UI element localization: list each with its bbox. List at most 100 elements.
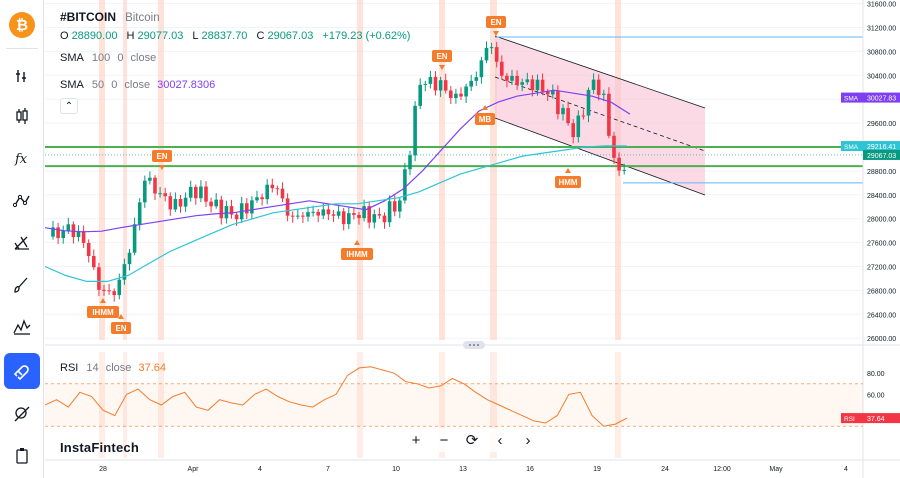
svg-text:fx: fx — [14, 152, 28, 167]
brush-button[interactable] — [4, 267, 40, 303]
sma100-source: close — [130, 52, 157, 64]
pattern-label: MB — [479, 115, 492, 124]
price-tick-label: 26000.00 — [867, 336, 896, 343]
candle-body — [183, 197, 188, 207]
sma100-legend[interactable]: SMA 100 0 close — [60, 52, 160, 64]
signal-band — [439, 0, 445, 340]
ohlc-legend: O 28890.00 H 29077.03 L 28837.70 C 29067.03 … — [60, 30, 416, 42]
pattern-label: EN — [436, 52, 447, 61]
price-badge-name: SMA — [844, 144, 859, 151]
bitcoin-logo[interactable]: ₿ — [4, 7, 40, 43]
candle-body — [617, 157, 621, 171]
magnet-button[interactable] — [4, 353, 40, 389]
sma50-legend[interactable]: SMA 50 0 close 30027.8306 — [60, 79, 215, 91]
close-value: 29067.03 — [267, 30, 314, 42]
reset-view-button[interactable]: ⟳ — [460, 428, 484, 452]
candle-body — [413, 105, 417, 156]
arrow-down-icon — [159, 165, 165, 170]
indicators-button[interactable]: fx — [4, 140, 40, 176]
price-badge — [841, 92, 900, 103]
rsi-tick-label: 60.00 — [867, 392, 885, 399]
price-tick-label: 28400.00 — [867, 193, 896, 200]
candle-body — [102, 289, 106, 291]
rsi-legend[interactable]: RSI 14 close 37.64 — [60, 362, 166, 374]
collapse-legend-button[interactable]: ⌃ — [60, 98, 78, 114]
pane-resize-handle[interactable] — [463, 341, 485, 349]
candle-body — [382, 215, 387, 223]
candle-body — [66, 224, 71, 231]
candle-body — [250, 200, 254, 214]
chart-type-button[interactable] — [4, 58, 40, 94]
candle-body — [377, 214, 382, 216]
candle-body — [362, 206, 366, 219]
drawing-tools-button[interactable] — [4, 183, 40, 219]
time-tick-label: 4 — [258, 466, 262, 473]
patterns-button[interactable] — [4, 309, 40, 345]
candle-body — [591, 79, 596, 90]
candle-body — [556, 90, 560, 115]
fx-indicators-icon: fx — [14, 152, 28, 167]
price-badge-value: 29067.03 — [867, 153, 896, 160]
price-tick-label: 28000.00 — [867, 217, 896, 224]
rsi-period: 14 — [86, 362, 99, 374]
hide-drawings-icon — [14, 406, 30, 422]
clipboard-icon — [16, 448, 28, 464]
time-tick-label: 10 — [392, 466, 400, 473]
zoom-in-button[interactable]: + — [404, 428, 428, 452]
rsi-name: RSI — [60, 362, 79, 374]
candle-body — [81, 231, 86, 243]
high-key: H — [126, 30, 135, 42]
sma50-source: close — [124, 79, 151, 91]
zoom-controls: + − ⟳ ‹ › — [404, 428, 540, 452]
signal-band — [123, 352, 127, 458]
candle-body — [602, 93, 606, 95]
signal-band — [615, 352, 621, 458]
candle-body — [290, 215, 295, 217]
candles-button[interactable] — [4, 98, 40, 134]
candle-body — [158, 193, 162, 195]
price-tick-label: 28800.00 — [867, 169, 896, 176]
hide-drawings-button[interactable] — [4, 396, 40, 432]
candle-body — [224, 206, 229, 219]
pattern-label: HMM — [558, 178, 577, 187]
candle-body — [56, 227, 60, 239]
chart-type-icon — [16, 70, 26, 82]
price-tick-label: 29600.00 — [867, 121, 896, 128]
signal-band — [490, 0, 497, 340]
candle-body — [326, 209, 331, 215]
arrow-up-icon — [118, 314, 124, 319]
time-tick-label: 28 — [99, 466, 107, 473]
candle-body — [505, 75, 509, 81]
zoom-out-button[interactable]: − — [432, 428, 456, 452]
scroll-right-button[interactable]: › — [516, 428, 540, 452]
candle-body — [387, 201, 392, 223]
candle-body — [199, 186, 203, 199]
time-tick-label: May — [769, 466, 783, 473]
channel-mid-line — [494, 76, 706, 152]
candle-body — [148, 177, 152, 181]
time-tick-label: 12:00 — [713, 466, 731, 473]
rsi-band-fill — [45, 383, 863, 427]
grid-lines — [45, 3, 863, 339]
sma50-offset: 0 — [111, 79, 118, 91]
arrow-up-icon — [354, 240, 360, 245]
candles — [51, 41, 626, 302]
open-key: O — [60, 30, 69, 42]
candle-body — [163, 193, 167, 197]
candle-body — [341, 211, 346, 225]
candle-body — [352, 213, 356, 215]
candle-body — [464, 86, 468, 97]
price-tick-label: 27600.00 — [867, 241, 896, 248]
clipboard-button[interactable] — [4, 438, 40, 474]
time-tick-label: Apr — [188, 466, 200, 473]
descending-channel — [494, 35, 706, 196]
fib-button[interactable] — [4, 225, 40, 261]
candle-body — [331, 214, 336, 216]
candle-body — [581, 115, 586, 117]
sma100-period: 100 — [91, 52, 111, 64]
scroll-left-button[interactable]: ‹ — [488, 428, 512, 452]
rsi-tick-label: 80.00 — [867, 371, 885, 378]
chart-area[interactable]: IHMMENENIHMMENENMBHMM31600.0031200.00308… — [45, 0, 900, 478]
candle-body — [535, 79, 540, 91]
